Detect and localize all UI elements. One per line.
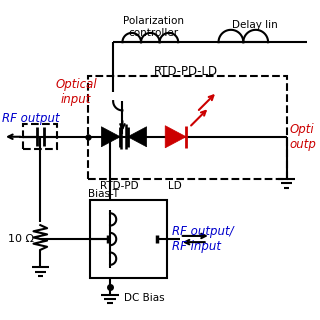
Text: RF output/
RF input: RF output/ RF input: [172, 225, 234, 253]
Polygon shape: [101, 127, 120, 147]
Text: Opti
outp: Opti outp: [290, 123, 317, 151]
Text: Optical
input: Optical input: [55, 78, 97, 106]
Text: Delay lin: Delay lin: [232, 20, 278, 30]
Text: 10 Ω: 10 Ω: [8, 234, 34, 244]
Text: RTD-PD-LD: RTD-PD-LD: [154, 65, 218, 78]
Text: RF output: RF output: [2, 112, 59, 125]
Text: RTD-PD: RTD-PD: [100, 181, 139, 191]
Text: Polarization
controller: Polarization controller: [123, 16, 184, 37]
Text: LD: LD: [168, 181, 182, 191]
Text: DC Bias: DC Bias: [124, 293, 164, 303]
Bar: [23, 124, 57, 149]
Bar: [88, 76, 287, 179]
Polygon shape: [128, 127, 147, 147]
Polygon shape: [165, 126, 186, 148]
Text: Bias-T: Bias-T: [88, 189, 119, 199]
Bar: [90, 200, 167, 278]
